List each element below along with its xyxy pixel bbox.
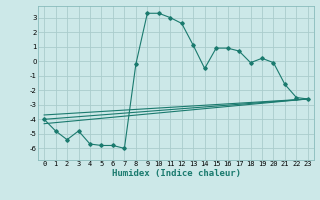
X-axis label: Humidex (Indice chaleur): Humidex (Indice chaleur): [111, 169, 241, 178]
